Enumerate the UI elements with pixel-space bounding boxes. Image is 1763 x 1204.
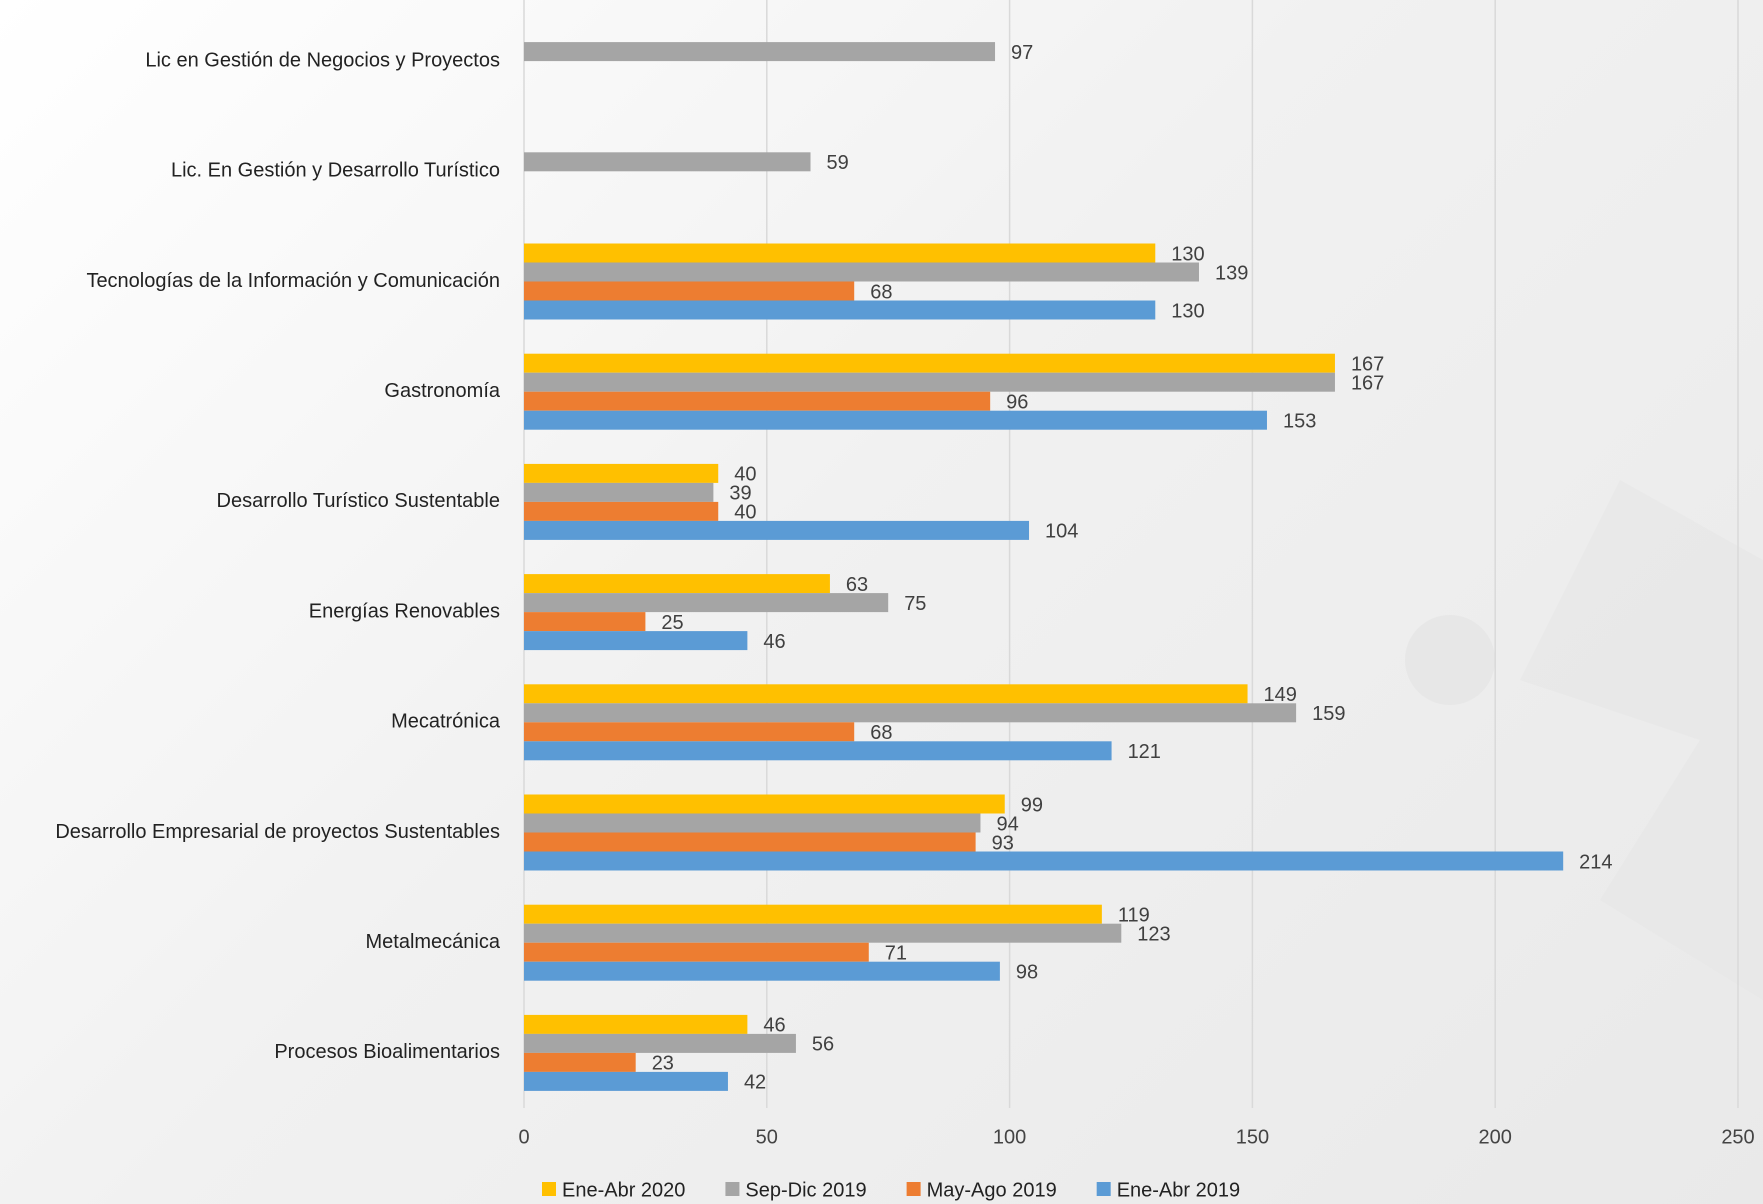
bar [524, 961, 1000, 981]
bar [524, 684, 1248, 704]
value-label: 46 [763, 1015, 785, 1037]
bar [524, 1033, 796, 1053]
value-label: 40 [734, 502, 756, 524]
y-tick-label: Desarrollo Empresarial de proyectos Sust… [55, 821, 500, 843]
legend-swatch [906, 1182, 921, 1196]
value-label: 42 [744, 1072, 766, 1094]
x-tick-label: 50 [756, 1126, 778, 1148]
value-label: 59 [827, 152, 849, 174]
y-tick-label: Gastronomía [384, 380, 500, 402]
bar [524, 722, 855, 742]
value-label: 40 [734, 464, 756, 486]
bar [524, 391, 991, 411]
value-label: 96 [1006, 391, 1028, 413]
y-tick-label: Mecatrónica [391, 711, 501, 733]
bar [524, 300, 1156, 320]
background-shape [1520, 480, 1763, 1000]
bar [524, 482, 714, 502]
value-label: 75 [904, 593, 926, 615]
bar [524, 574, 830, 594]
value-label: 167 [1351, 353, 1384, 375]
bar [524, 1071, 728, 1091]
value-label: 56 [812, 1034, 834, 1056]
value-label: 123 [1137, 923, 1170, 945]
value-label: 68 [870, 281, 892, 303]
bar [524, 42, 996, 62]
bar [524, 281, 855, 301]
value-label: 63 [846, 574, 868, 596]
bar [524, 353, 1335, 373]
background-shape [1405, 615, 1495, 705]
y-tick-label: Lic. En Gestión y Desarrollo Turístico [171, 160, 500, 182]
bar [524, 794, 1005, 814]
value-label: 23 [652, 1053, 674, 1075]
value-label: 149 [1264, 684, 1297, 706]
value-label: 119 [1118, 904, 1150, 926]
bar [524, 463, 719, 483]
bar [524, 631, 748, 651]
value-label: 97 [1011, 42, 1033, 64]
bar [524, 904, 1102, 924]
value-label: 121 [1128, 741, 1161, 763]
legend-swatch [542, 1182, 556, 1196]
legend-label: May-Ago 2019 [927, 1179, 1057, 1201]
value-label: 39 [729, 483, 751, 505]
x-tick-label: 250 [1721, 1126, 1754, 1148]
y-tick-label: Tecnologías de la Información y Comunica… [86, 270, 500, 292]
y-tick-label: Lic en Gestión de Negocios y Proyectos [145, 49, 500, 71]
value-label: 93 [992, 832, 1014, 854]
value-label: 94 [996, 813, 1018, 835]
value-label: 104 [1045, 521, 1078, 543]
value-label: 68 [870, 722, 892, 744]
x-tick-label: 200 [1479, 1126, 1512, 1148]
value-label: 71 [885, 942, 907, 964]
value-label: 98 [1016, 961, 1038, 983]
bar [524, 1014, 748, 1034]
bar [524, 923, 1122, 943]
bar [524, 410, 1267, 430]
value-label: 167 [1351, 372, 1384, 394]
legend-swatch [1096, 1182, 1111, 1196]
bar [524, 593, 889, 613]
bar [524, 520, 1030, 540]
bar [524, 741, 1112, 761]
bar [524, 703, 1297, 723]
x-tick-label: 0 [518, 1126, 529, 1148]
value-label: 25 [661, 612, 683, 634]
bar [524, 612, 646, 632]
bar [524, 262, 1199, 282]
bar [524, 832, 976, 852]
y-tick-label: Procesos Bioalimentarios [274, 1041, 500, 1063]
legend-swatch [725, 1182, 740, 1196]
value-label: 214 [1579, 851, 1612, 873]
bar [524, 1052, 636, 1072]
value-label: 130 [1171, 300, 1204, 322]
bar [524, 501, 719, 521]
value-label: 99 [1021, 794, 1043, 816]
bar [524, 813, 981, 833]
value-label: 159 [1312, 703, 1345, 725]
bar [524, 372, 1335, 392]
bar [524, 851, 1564, 871]
value-label: 153 [1283, 410, 1316, 432]
bar [524, 942, 869, 962]
x-tick-label: 150 [1236, 1126, 1269, 1148]
legend-label: Ene-Abr 2019 [1117, 1179, 1240, 1201]
y-tick-label: Metalmecánica [365, 931, 500, 953]
legend-label: Sep-Dic 2019 [745, 1179, 866, 1201]
value-label: 46 [763, 631, 785, 653]
x-tick-label: 100 [993, 1126, 1026, 1148]
value-label: 130 [1171, 243, 1204, 265]
y-tick-label: Energías Renovables [309, 600, 500, 622]
value-label: 139 [1215, 262, 1248, 284]
bar [524, 152, 811, 172]
bar [524, 243, 1156, 263]
legend-label: Ene-Abr 2020 [562, 1179, 685, 1201]
y-tick-label: Desarrollo Turístico Sustentable [217, 490, 500, 512]
